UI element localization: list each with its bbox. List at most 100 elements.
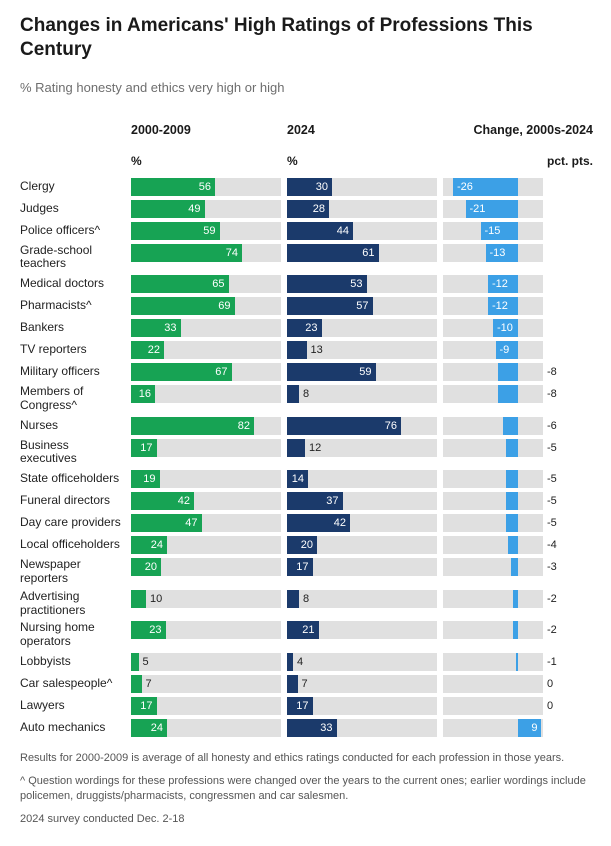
- bar-cell: 17: [131, 697, 281, 715]
- footnotes: Results for 2000-2009 is average of all …: [20, 751, 591, 826]
- change-cell: -13: [443, 244, 593, 262]
- bar-cell: 53: [287, 275, 437, 293]
- footnote: Results for 2000-2009 is average of all …: [20, 751, 591, 766]
- change-cell: -1: [443, 653, 593, 671]
- bar-cell: 23: [287, 319, 437, 337]
- row-label: Members of Congress^: [20, 385, 125, 413]
- bar-cell: 4: [287, 653, 437, 671]
- bar-cell: 74: [131, 244, 281, 262]
- change-cell: 0: [443, 675, 593, 693]
- change-cell: -4: [443, 536, 593, 554]
- bar-cell: 17: [287, 697, 437, 715]
- bar-cell: 7: [131, 675, 281, 693]
- bar-cell: 8: [287, 590, 437, 608]
- change-cell: -26: [443, 178, 593, 196]
- change-cell: 9: [443, 719, 593, 737]
- bar-cell: 76: [287, 417, 437, 435]
- change-cell: -5: [443, 470, 593, 488]
- row-label: Pharmacists^: [20, 297, 125, 315]
- bar-cell: 20: [287, 536, 437, 554]
- row-label: Military officers: [20, 363, 125, 381]
- change-cell: -5: [443, 439, 593, 457]
- change-cell: -15: [443, 222, 593, 240]
- row-label: Funeral directors: [20, 492, 125, 510]
- change-cell: -12: [443, 297, 593, 315]
- bar-cell: 59: [287, 363, 437, 381]
- change-cell: -6: [443, 417, 593, 435]
- footnote: ^ Question wordings for these profession…: [20, 774, 591, 804]
- col-header-period2: 2024: [287, 123, 437, 140]
- bar-cell: 56: [131, 178, 281, 196]
- bar-cell: 19: [131, 470, 281, 488]
- row-label: Clergy: [20, 178, 125, 196]
- chart-grid: 2000-2009 2024 Change, 2000s-2024 % % pc…: [20, 123, 591, 742]
- change-cell: -21: [443, 200, 593, 218]
- bar-cell: 82: [131, 417, 281, 435]
- bar-cell: 69: [131, 297, 281, 315]
- bar-cell: 20: [131, 558, 281, 576]
- bar-cell: 59: [131, 222, 281, 240]
- row-label: Bankers: [20, 319, 125, 337]
- change-cell: 0: [443, 697, 593, 715]
- row-label: Grade-school teachers: [20, 244, 125, 272]
- change-cell: -8: [443, 363, 593, 381]
- row-label: Local officeholders: [20, 536, 125, 554]
- bar-cell: 13: [287, 341, 437, 359]
- change-cell: -3: [443, 558, 593, 576]
- row-label: Police officers^: [20, 222, 125, 240]
- bar-cell: 37: [287, 492, 437, 510]
- row-label: Lawyers: [20, 697, 125, 715]
- bar-cell: 23: [131, 621, 281, 639]
- change-cell: -5: [443, 492, 593, 510]
- row-label: TV reporters: [20, 341, 125, 359]
- change-cell: -2: [443, 621, 593, 639]
- bar-cell: 5: [131, 653, 281, 671]
- bar-cell: 8: [287, 385, 437, 403]
- bar-cell: 49: [131, 200, 281, 218]
- chart-subtitle: % Rating honesty and ethics very high or…: [20, 80, 591, 95]
- bar-cell: 42: [287, 514, 437, 532]
- change-cell: -9: [443, 341, 593, 359]
- bar-cell: 17: [287, 558, 437, 576]
- bar-cell: 33: [287, 719, 437, 737]
- bar-cell: 22: [131, 341, 281, 359]
- bar-cell: 21: [287, 621, 437, 639]
- bar-cell: 33: [131, 319, 281, 337]
- unit-period2: %: [287, 140, 437, 178]
- bar-cell: 10: [131, 590, 281, 608]
- col-header-period1: 2000-2009: [131, 123, 281, 140]
- row-label: Advertising practitioners: [20, 590, 125, 618]
- row-label: Business executives: [20, 439, 125, 467]
- unit-period1: %: [131, 140, 281, 178]
- row-label: Nursing home operators: [20, 621, 125, 649]
- row-label: Newspaper reporters: [20, 558, 125, 586]
- bar-cell: 24: [131, 719, 281, 737]
- change-cell: -8: [443, 385, 593, 403]
- row-label: Day care providers: [20, 514, 125, 532]
- col-header-change: Change, 2000s-2024: [443, 123, 593, 140]
- bar-cell: 67: [131, 363, 281, 381]
- bar-cell: 61: [287, 244, 437, 262]
- row-label: Medical doctors: [20, 275, 125, 293]
- bar-cell: 7: [287, 675, 437, 693]
- bar-cell: 24: [131, 536, 281, 554]
- footnote: 2024 survey conducted Dec. 2-18: [20, 812, 591, 827]
- bar-cell: 28: [287, 200, 437, 218]
- row-label: Nurses: [20, 417, 125, 435]
- row-label: Car salespeople^: [20, 675, 125, 693]
- change-cell: -12: [443, 275, 593, 293]
- bar-cell: 17: [131, 439, 281, 457]
- chart-title: Changes in Americans' High Ratings of Pr…: [20, 14, 591, 62]
- row-label: State officeholders: [20, 470, 125, 488]
- bar-cell: 47: [131, 514, 281, 532]
- unit-change: pct. pts.: [443, 140, 593, 178]
- bar-cell: 14: [287, 470, 437, 488]
- bar-cell: 65: [131, 275, 281, 293]
- row-label: Auto mechanics: [20, 719, 125, 737]
- change-cell: -2: [443, 590, 593, 608]
- row-label: Judges: [20, 200, 125, 218]
- row-label: Lobbyists: [20, 653, 125, 671]
- bar-cell: 42: [131, 492, 281, 510]
- change-cell: -5: [443, 514, 593, 532]
- bar-cell: 30: [287, 178, 437, 196]
